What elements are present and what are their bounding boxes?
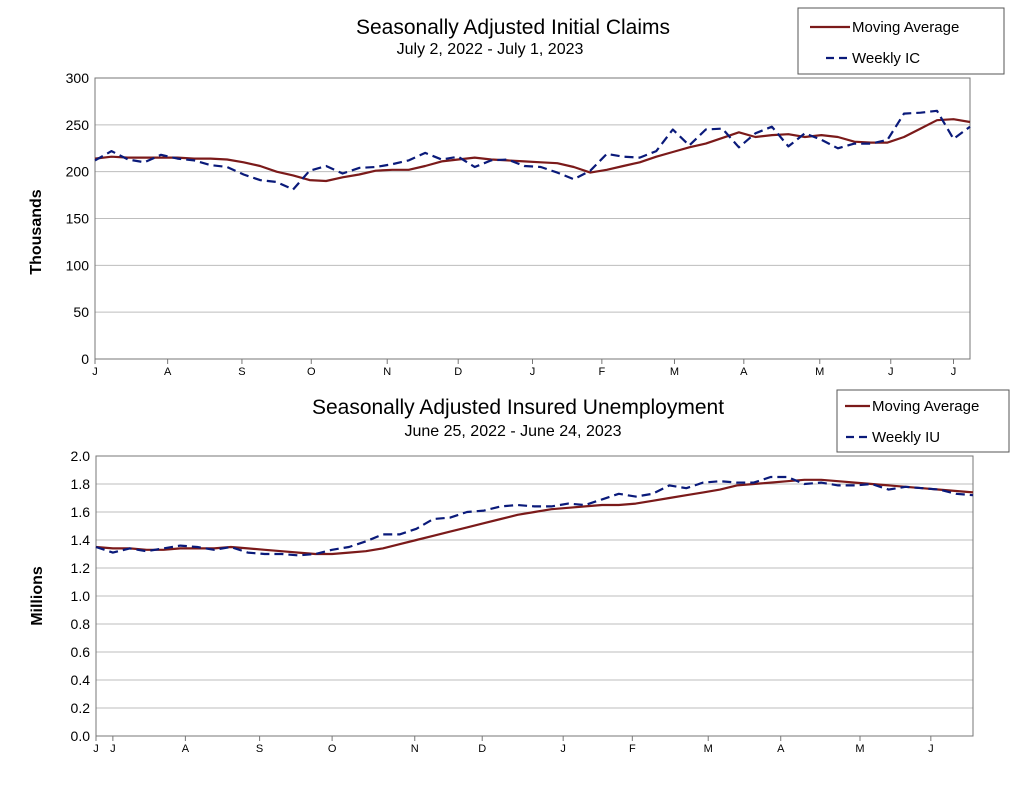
chart2-x-tick-label: J — [110, 743, 116, 755]
chart1-x-tick-label: J — [951, 366, 957, 378]
chart2-y-tick-label: 0.0 — [71, 728, 91, 744]
chart2-legend-box — [836, 389, 1010, 453]
chart2-x-tick-label: D — [478, 743, 486, 755]
chart1-series-moving-average — [94, 118, 971, 183]
chart1-y-tick-label: 300 — [66, 70, 90, 86]
chart2-y-tick-label: 2.0 — [71, 448, 91, 464]
chart-initial-claims: Seasonally Adjusted Initial Claims July … — [28, 7, 1005, 378]
chart1-x-tick-label: A — [740, 366, 748, 378]
chart2-y-tick-label: 0.8 — [71, 616, 91, 632]
chart2-y-tick-labels: 0.0 0.2 0.4 0.6 0.8 1.0 1.2 1.4 1.6 1.8 2.0 — [71, 448, 91, 744]
chart2-legend: Moving Average Weekly IU — [836, 389, 1010, 453]
chart1-legend-box — [797, 7, 1005, 75]
chart2-x-tick-label: O — [328, 743, 337, 755]
chart1-ylabel: Thousands — [28, 189, 45, 274]
chart1-legend-label-weekly: Weekly IC — [852, 50, 920, 67]
chart1-x-tick-label: J — [888, 366, 894, 378]
chart1-x-tick-label: O — [307, 366, 316, 378]
chart2-y-tick-label: 1.0 — [71, 588, 91, 604]
chart2-y-tick-label: 0.6 — [71, 644, 91, 660]
chart1-x-tick-label: J — [530, 366, 536, 378]
chart2-x-tick-label: A — [182, 743, 190, 755]
chart1-x-tick-label: M — [670, 366, 679, 378]
chart2-x-tick-label: F — [629, 743, 636, 755]
chart2-gridlines — [95, 455, 974, 737]
chart2-x-tick-label: N — [411, 743, 419, 755]
chart2-y-tick-label: 1.2 — [71, 560, 91, 576]
chart2-x-tick-label: S — [256, 743, 263, 755]
chart2-ylabel: Millions — [29, 566, 46, 626]
chart2-series — [95, 475, 974, 557]
chart2-x-tick-label: M — [704, 743, 713, 755]
chart1-y-tick-label: 250 — [66, 117, 90, 133]
chart1-series-weekly — [94, 109, 971, 191]
chart1-x-tick-label: N — [383, 366, 391, 378]
chart2-x-tick-label: J — [560, 743, 566, 755]
chart1-y-tick-label: 100 — [66, 257, 90, 273]
chart1-series — [94, 109, 971, 191]
chart1-x-tick-label: J — [92, 366, 98, 378]
chart2-y-tick-label: 0.2 — [71, 700, 91, 716]
chart2-title: Seasonally Adjusted Insured Unemployment — [312, 396, 724, 419]
chart2-x-tick-label: J — [928, 743, 934, 755]
chart2-legend-label-weekly: Weekly IU — [872, 429, 940, 446]
chart-insured-unemployment: Seasonally Adjusted Insured Unemployment… — [29, 389, 1010, 755]
chart1-x-tick-label: M — [815, 366, 824, 378]
chart2-y-tick-label: 1.4 — [71, 532, 91, 548]
chart1-x-tick-label: F — [598, 366, 605, 378]
chart1-gridlines — [94, 77, 971, 360]
chart2-x-tick-label: M — [855, 743, 864, 755]
chart2-plot-frame — [95, 455, 974, 737]
chart2-subtitle: June 25, 2022 - June 24, 2023 — [404, 423, 621, 440]
chart1-subtitle: July 2, 2022 - July 1, 2023 — [397, 41, 584, 58]
chart1-x-tick-label: D — [454, 366, 462, 378]
chart1-legend-label-moving-average: Moving Average — [852, 19, 959, 36]
chart1-x-tick-label: A — [164, 366, 172, 378]
chart1-y-tick-label: 0 — [81, 351, 89, 367]
chart2-series-weekly — [95, 475, 974, 557]
chart1-y-tick-label: 200 — [66, 164, 90, 180]
chart2-legend-label-moving-average: Moving Average — [872, 398, 979, 415]
chart1-y-tick-labels: 0 50 100 150 200 250 300 — [66, 70, 90, 367]
chart2-y-tick-label: 1.8 — [71, 476, 91, 492]
chart2-x-tick-label: J — [93, 743, 99, 755]
chart2-y-tick-label: 0.4 — [71, 672, 91, 688]
chart1-y-tick-label: 150 — [66, 211, 90, 227]
chart1-x-tick-label: S — [238, 366, 245, 378]
chart2-x-tick-label: A — [777, 743, 785, 755]
chart1-title: Seasonally Adjusted Initial Claims — [356, 16, 670, 39]
chart1-legend: Moving Average Weekly IC — [797, 7, 1005, 75]
chart1-y-tick-label: 50 — [73, 304, 89, 320]
chart2-y-tick-label: 1.6 — [71, 504, 91, 520]
chart2-series-moving-average — [95, 478, 974, 556]
